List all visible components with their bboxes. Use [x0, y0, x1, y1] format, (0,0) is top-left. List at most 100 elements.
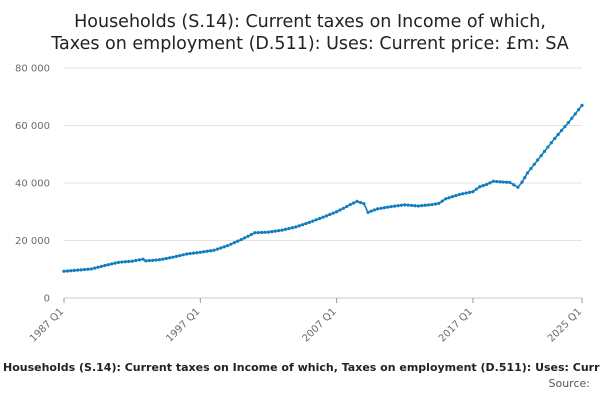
data-point: [222, 245, 226, 249]
data-point: [297, 224, 301, 228]
data-point: [345, 204, 349, 209]
data-point: [512, 183, 516, 187]
data-point: [440, 199, 444, 203]
data-point: [249, 232, 254, 237]
data-point: [151, 258, 155, 262]
data-point: [520, 180, 524, 184]
data-point: [457, 192, 461, 197]
data-point: [263, 230, 267, 234]
data-point: [86, 267, 90, 271]
data-point: [168, 256, 172, 260]
data-point: [106, 263, 110, 267]
y-tick-label: 80 000: [15, 64, 50, 75]
data-point: [266, 230, 271, 234]
data-point: [304, 221, 308, 226]
data-point: [89, 267, 93, 271]
data-point: [495, 179, 499, 184]
x-tick-label: 2017 Q1: [437, 306, 475, 344]
data-point: [498, 180, 502, 184]
data-point: [103, 263, 107, 268]
x-axis: 1987 Q1 1997 Q1 2007 Q1 2017 Q1 2025 Q1: [28, 297, 584, 344]
data-point: [324, 214, 329, 218]
data-point: [539, 154, 543, 158]
data-point: [461, 192, 465, 196]
data-point: [120, 260, 124, 264]
data-point: [504, 180, 509, 184]
data-point: [307, 220, 311, 224]
data-point: [420, 204, 424, 208]
data-point: [450, 195, 455, 199]
data-point: [403, 203, 407, 207]
data-point: [280, 228, 284, 232]
data-point: [375, 207, 380, 211]
x-tick-label: 2007 Q1: [301, 306, 339, 344]
data-point: [427, 203, 431, 207]
data-point: [212, 248, 216, 252]
data-point: [508, 180, 512, 185]
data-point: [69, 269, 73, 273]
data-point: [205, 249, 209, 253]
data-point: [225, 244, 230, 248]
chart-title-line-2: Taxes on employment (D.511): Uses: Curre…: [50, 34, 569, 54]
data-point: [338, 208, 342, 212]
data-point: [516, 185, 520, 189]
data-point: [553, 136, 557, 141]
data-point: [65, 269, 70, 273]
data-point: [321, 215, 325, 219]
data-point: [256, 230, 260, 235]
data-point: [474, 187, 478, 191]
chart-title-line-1: Households (S.14): Current taxes on Inco…: [74, 12, 546, 32]
data-point: [570, 116, 574, 120]
data-point: [491, 179, 495, 183]
data-point: [62, 269, 66, 273]
data-point: [467, 190, 472, 194]
data-point: [484, 182, 489, 187]
data-point: [110, 262, 114, 266]
data-point: [185, 252, 189, 256]
data-point: [144, 259, 148, 263]
data-point: [406, 203, 410, 207]
data-point: [243, 236, 247, 240]
series-layer: [62, 103, 584, 273]
data-point: [413, 204, 417, 208]
data-point: [328, 212, 332, 217]
data-point: [523, 175, 527, 180]
data-point: [317, 216, 322, 221]
data-point: [191, 251, 196, 255]
footer-caption: Households (S.14): Current taxes on Inco…: [3, 361, 600, 374]
data-point: [260, 230, 264, 235]
data-point: [416, 204, 421, 208]
data-point: [79, 268, 83, 272]
data-point: [478, 185, 482, 189]
data-point: [410, 203, 414, 208]
data-point: [348, 202, 352, 207]
data-point: [447, 196, 451, 200]
data-point: [358, 200, 363, 205]
data-point: [273, 229, 277, 233]
data-point: [123, 260, 127, 264]
data-point: [549, 141, 553, 145]
data-point: [137, 258, 142, 262]
data-point: [127, 259, 131, 264]
data-point: [331, 211, 335, 215]
footer-source-label: Source:: [549, 377, 591, 390]
x-tick-label: 1997 Q1: [164, 306, 202, 344]
data-point: [141, 257, 145, 261]
data-point: [481, 183, 485, 188]
data-point: [294, 225, 298, 229]
data-point: [171, 255, 175, 259]
data-point: [219, 246, 223, 250]
data-point: [314, 218, 318, 222]
x-tick-label: 1987 Q1: [28, 306, 66, 344]
data-point: [164, 256, 168, 261]
data-point: [208, 249, 213, 253]
data-point: [116, 260, 121, 264]
data-point: [253, 231, 257, 235]
data-point: [270, 230, 274, 234]
data-point: [501, 180, 505, 184]
data-point: [433, 202, 438, 206]
data-point: [157, 258, 162, 262]
data-point: [147, 259, 151, 263]
data-point: [174, 254, 179, 258]
data-point: [576, 108, 581, 112]
